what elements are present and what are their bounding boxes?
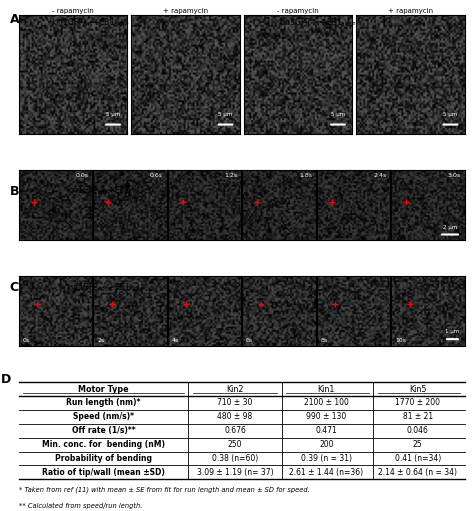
Text: kin5GFP$_{FRS}$+EB1$_{FKBP}$: kin5GFP$_{FRS}$+EB1$_{FKBP}$	[66, 281, 145, 293]
Text: Probability of bending: Probability of bending	[55, 454, 152, 463]
Text: Kin2: Kin2	[226, 384, 244, 393]
Text: 5 μm: 5 μm	[219, 112, 233, 118]
Text: Kin1: Kin1	[318, 384, 335, 393]
Text: Speed (nm/s)*: Speed (nm/s)*	[73, 412, 134, 422]
Title: - rapamycin: - rapamycin	[52, 8, 94, 14]
Text: kin1GFP$_{FRS}$+EB1$_{FKBP}$: kin1GFP$_{FRS}$+EB1$_{FKBP}$	[51, 17, 129, 29]
Title: + rapamycin: + rapamycin	[163, 8, 208, 14]
Text: 200: 200	[319, 440, 334, 449]
Text: 1.2s: 1.2s	[224, 173, 237, 178]
Title: + rapamycin: + rapamycin	[388, 8, 433, 14]
Text: 1 μm: 1 μm	[446, 329, 460, 334]
Text: Kin5: Kin5	[409, 384, 427, 393]
Text: 0.38 (n=60): 0.38 (n=60)	[212, 454, 258, 463]
Text: B: B	[9, 185, 19, 198]
Text: 2.61 ± 1.44 (n=36): 2.61 ± 1.44 (n=36)	[289, 468, 364, 477]
Text: 0.0s: 0.0s	[75, 173, 88, 178]
Text: 8s: 8s	[320, 338, 328, 343]
Text: 5 μm: 5 μm	[443, 112, 457, 118]
Text: 2.4s: 2.4s	[373, 173, 386, 178]
Text: A: A	[9, 13, 19, 26]
Text: kin5GFP$_{FRS}$+EB1$_{FKBP}$: kin5GFP$_{FRS}$+EB1$_{FKBP}$	[278, 17, 357, 29]
Text: 81 ± 21: 81 ± 21	[403, 412, 433, 422]
Text: ** Calculated from speed/run length.: ** Calculated from speed/run length.	[19, 503, 142, 509]
Text: 0.471: 0.471	[316, 426, 337, 435]
Text: 4s: 4s	[172, 338, 179, 343]
Text: 0.39 (n = 31): 0.39 (n = 31)	[301, 454, 352, 463]
Text: Off rate (1/s)**: Off rate (1/s)**	[72, 426, 136, 435]
Text: 1770 ± 200: 1770 ± 200	[395, 399, 440, 407]
Title: - rapamycin: - rapamycin	[277, 8, 319, 14]
Text: 5 μm: 5 μm	[331, 112, 345, 118]
Text: 2.14 ± 0.64 (n = 34): 2.14 ± 0.64 (n = 34)	[378, 468, 457, 477]
Text: 0s: 0s	[23, 338, 30, 343]
Text: 710 ± 30: 710 ± 30	[218, 399, 253, 407]
Text: Run length (nm)*: Run length (nm)*	[66, 399, 141, 407]
Text: Motor Type: Motor Type	[78, 384, 129, 393]
Text: 2 μm: 2 μm	[443, 225, 457, 229]
Text: 0.676: 0.676	[224, 426, 246, 435]
Text: 2100 ± 100: 2100 ± 100	[304, 399, 349, 407]
Text: 1.8s: 1.8s	[299, 173, 312, 178]
Text: C: C	[9, 281, 18, 294]
Text: 990 ± 130: 990 ± 130	[306, 412, 346, 422]
Text: 25: 25	[413, 440, 422, 449]
Text: 3.09 ± 1.19 (n= 37): 3.09 ± 1.19 (n= 37)	[197, 468, 273, 477]
Text: 0.6s: 0.6s	[150, 173, 163, 178]
Text: 0.41 (n=34): 0.41 (n=34)	[395, 454, 441, 463]
Text: kin1GFP$_{FRS}$+EB1$_{FKBP}$: kin1GFP$_{FRS}$+EB1$_{FKBP}$	[66, 185, 145, 197]
Text: 0.046: 0.046	[407, 426, 428, 435]
Text: 250: 250	[228, 440, 242, 449]
Text: 3.0s: 3.0s	[448, 173, 461, 178]
Text: Min. conc. for  bending (nM): Min. conc. for bending (nM)	[42, 440, 165, 449]
Text: 480 ± 98: 480 ± 98	[218, 412, 253, 422]
Text: 6s: 6s	[246, 338, 253, 343]
Text: D: D	[1, 373, 11, 386]
Text: Ratio of tip/wall (mean ±SD): Ratio of tip/wall (mean ±SD)	[42, 468, 165, 477]
Text: 10s: 10s	[395, 338, 406, 343]
Text: * Taken from ref (11) with mean ± SE from fit for run length and mean ± SD for s: * Taken from ref (11) with mean ± SE fro…	[19, 486, 310, 493]
Text: 2s: 2s	[97, 338, 104, 343]
Text: 5 μm: 5 μm	[106, 112, 120, 118]
